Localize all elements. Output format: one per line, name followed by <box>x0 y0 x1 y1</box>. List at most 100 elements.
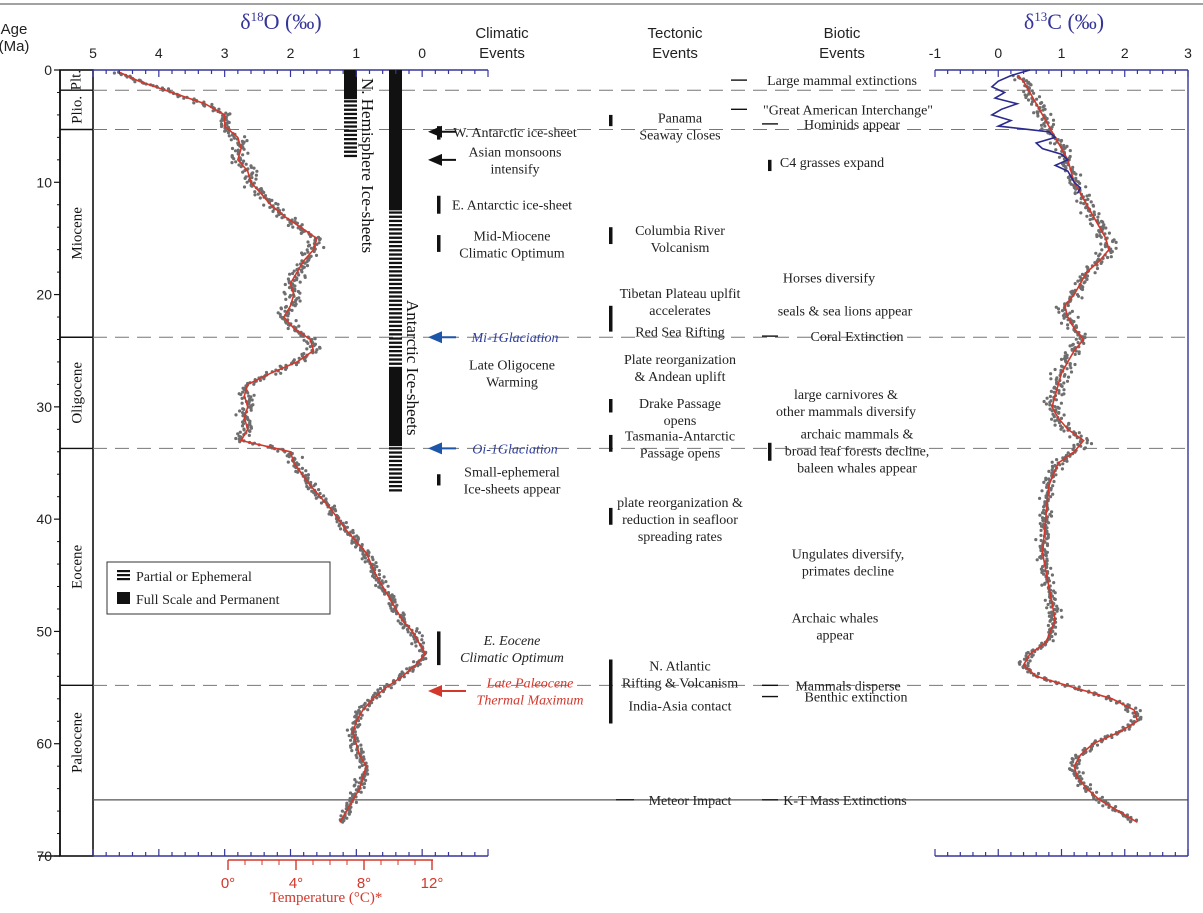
o18-data-point <box>358 765 362 769</box>
o18-data-point <box>350 735 354 739</box>
c13-data-point <box>1053 597 1057 602</box>
c13-data-point <box>1060 467 1064 471</box>
biotic-event-label: Coral Extinction <box>811 330 904 345</box>
tectonic-event-bar <box>609 434 613 452</box>
c13-axis-title: δ13C (‰) <box>1024 9 1104 34</box>
c13-data-point <box>1110 735 1114 740</box>
o18-data-point <box>334 509 338 513</box>
ice-stripe <box>389 219 402 223</box>
c13-data-point <box>1042 399 1046 404</box>
o18-data-point <box>350 539 354 543</box>
o18-data-point <box>388 604 392 608</box>
c13-data-point <box>1042 505 1046 509</box>
c13-tick-label: 2 <box>1121 45 1129 61</box>
c13-data-point <box>1068 149 1072 153</box>
o18-data-point <box>219 119 223 123</box>
ice-stripe <box>389 282 402 286</box>
o18-tick-label: 2 <box>287 45 295 61</box>
c13-data-point <box>1095 743 1100 747</box>
o18-data-point <box>361 750 365 754</box>
biotic-event-label: primates decline <box>802 564 894 579</box>
c13-data-point <box>1039 533 1043 538</box>
o18-data-point <box>223 129 227 133</box>
c13-data-point <box>1072 319 1076 324</box>
o18-data-point <box>238 409 242 413</box>
ice-sheet-layer: N. Hemisphere Ice-sheets Antarctic Ice-sh… <box>344 70 422 492</box>
o18-data-point <box>399 622 404 626</box>
o18-data-point <box>412 660 416 664</box>
c13-data-point <box>1050 610 1054 614</box>
o18-data-point <box>349 738 353 742</box>
o18-data-point <box>283 282 287 287</box>
o18-data-point <box>349 530 353 534</box>
c13-data-point <box>1041 565 1045 569</box>
c13-data-point <box>1134 706 1138 710</box>
c13-data-point <box>1103 245 1108 249</box>
o18-data-point <box>294 319 298 323</box>
c13-data-point <box>1056 307 1061 311</box>
ice-stripe <box>389 455 402 458</box>
c13-data-point <box>1062 147 1066 151</box>
ice-stripe <box>389 345 402 349</box>
o18-data-point <box>271 209 275 213</box>
biotic-event-label: other mammals diversify <box>776 405 916 420</box>
o18-data-point <box>413 640 417 644</box>
o18-data-point <box>357 781 361 785</box>
c13-data-point <box>1025 651 1029 655</box>
tectonic-event-label: Rifting & Volcanism <box>622 677 738 692</box>
o18-data-point <box>318 238 322 242</box>
c13-data-point <box>1056 607 1060 611</box>
c13-tick-label: 3 <box>1184 45 1192 61</box>
c13-data-point <box>1060 393 1064 397</box>
o18-data-point <box>296 470 300 474</box>
c13-data-point <box>1048 619 1052 623</box>
c13-data-point <box>1039 123 1044 127</box>
biotic-event-label: baleen whales appear <box>797 462 917 477</box>
c13-data-point <box>1096 215 1100 219</box>
o18-data-point <box>299 231 303 235</box>
o18-data-point <box>377 572 381 577</box>
tectonic-event-label: Tasmania-Antarctic <box>625 429 735 444</box>
o18-data-point <box>329 513 334 517</box>
ice-stripe <box>389 337 402 340</box>
tectonic-event-label: Columbia River <box>635 224 725 239</box>
biotic-event-label: "Great American Interchange" <box>763 103 933 118</box>
ice-stripe <box>389 299 402 302</box>
c13-data-point <box>1053 625 1058 629</box>
o18-data-point <box>354 545 358 549</box>
c13-data-point <box>1053 423 1057 427</box>
o18-data-point <box>229 138 233 142</box>
ice-stripe <box>389 303 402 307</box>
ice-stripe <box>389 459 402 463</box>
ice-stripe <box>389 480 402 484</box>
c13-data-point <box>1044 554 1048 558</box>
o18-data-point <box>341 820 345 824</box>
o18-data-point <box>241 153 245 157</box>
o18-data-point <box>301 266 305 270</box>
tectonic-event: Panama Seaway closes <box>609 112 721 144</box>
c13-data-point <box>1057 391 1061 395</box>
c13-data-point <box>1066 175 1070 180</box>
o18-data-point <box>230 146 235 151</box>
o18-data-point <box>353 715 357 719</box>
o18-data-point <box>278 312 282 316</box>
c13-data-point <box>1045 485 1049 489</box>
legend-label-partial: Partial or Ephemeral <box>136 570 252 585</box>
c13-data-point <box>1095 266 1100 271</box>
nh-ice-label: N. Hemisphere Ice-sheets <box>358 78 377 253</box>
ice-stripe <box>389 274 402 277</box>
c13-data-point <box>1057 406 1061 410</box>
climatic-event: Late Oligocene Warming <box>469 359 555 391</box>
c13-data-point <box>1022 90 1026 94</box>
legend: Partial or Ephemeral Full Scale and Perm… <box>106 561 331 615</box>
tectonic-event-label: Volcanism <box>651 241 710 256</box>
o18-data-point <box>243 176 247 180</box>
o18-data-point <box>245 180 249 184</box>
o18-data-point <box>319 501 324 505</box>
c13-data-point <box>1075 766 1079 770</box>
c13-data-point <box>1039 101 1043 105</box>
legend-symbol-solid <box>117 592 130 604</box>
c13-data-point <box>1040 583 1044 587</box>
c13-data-point <box>1050 417 1054 421</box>
biotic-event-label: Ungulates diversify, <box>792 547 905 562</box>
